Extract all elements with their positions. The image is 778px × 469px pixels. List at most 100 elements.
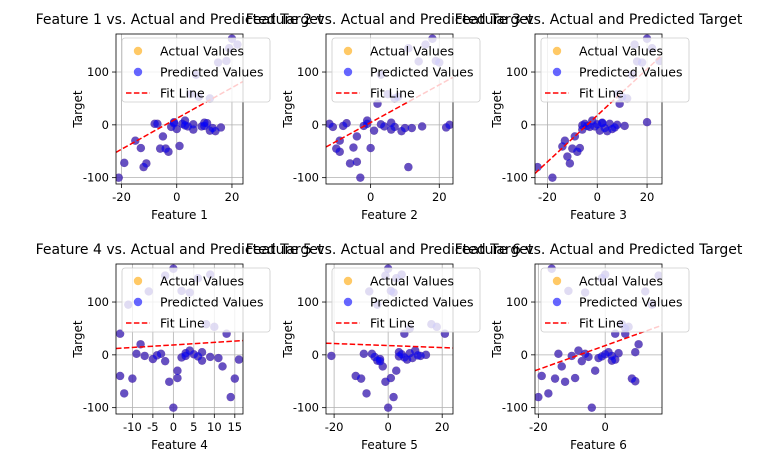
- predicted-point: [160, 356, 170, 366]
- predicted-point: [362, 389, 371, 398]
- predicted-point: [181, 351, 190, 361]
- legend-label-fit: Fit Line: [370, 316, 415, 331]
- predicted-point: [598, 118, 607, 127]
- y-tick-label: 0: [102, 118, 109, 132]
- predicted-point: [169, 118, 179, 127]
- y-axis-label: Target: [71, 320, 85, 358]
- predicted-point: [565, 159, 575, 168]
- legend-marker-actual: [133, 46, 143, 56]
- legend: Actual Values Predicted Values Fit Line: [540, 267, 690, 333]
- predicted-point: [120, 158, 129, 168]
- predicted-point: [197, 356, 207, 365]
- x-axis-label: Feature 5: [361, 438, 418, 452]
- predicted-point: [234, 355, 243, 364]
- predicted-point: [417, 122, 427, 131]
- predicted-point: [575, 143, 585, 153]
- x-tick-label: -20: [325, 420, 344, 434]
- y-axis-label: Target: [71, 90, 85, 128]
- predicted-point: [119, 389, 129, 398]
- legend-box: [121, 37, 271, 103]
- fit-line: [535, 324, 662, 372]
- predicted-point: [387, 125, 396, 134]
- x-tick-label: -20: [112, 190, 131, 204]
- legend-label-actual: Actual Values: [579, 274, 663, 289]
- x-axis-label: Feature 3: [570, 208, 627, 222]
- predicted-point: [158, 132, 168, 141]
- y-tick-label: 100: [297, 65, 319, 79]
- legend-box: [331, 267, 481, 333]
- legend-label-actual: Actual Values: [579, 44, 663, 59]
- predicted-point: [620, 121, 629, 131]
- legend-box: [331, 37, 481, 103]
- predicted-point: [156, 349, 166, 358]
- predicted-point: [557, 362, 566, 371]
- predicted-point: [554, 349, 563, 358]
- x-tick-label: -20: [529, 420, 548, 434]
- axes-frame: [534, 263, 663, 415]
- predicted-point: [421, 350, 431, 360]
- predicted-point: [634, 340, 643, 349]
- predicted-point: [214, 353, 223, 363]
- legend-label-actual: Actual Values: [160, 44, 244, 59]
- predicted-point: [356, 374, 366, 383]
- predicted-point: [359, 349, 369, 358]
- predicted-point: [380, 122, 389, 131]
- y-axis-label: Target: [490, 90, 504, 128]
- predicted-point: [577, 356, 586, 366]
- x-tick-label: -10: [123, 420, 142, 434]
- axes-frame: [534, 33, 663, 185]
- subplot-title: Feature 1 vs. Actual and Predicted Targe…: [36, 12, 324, 28]
- predicted-point: [342, 119, 351, 128]
- x-axis-label: Feature 2: [361, 208, 418, 222]
- y-axis-label: Target: [281, 90, 295, 128]
- y-tick-label: 100: [506, 65, 528, 79]
- predicted-point: [140, 351, 149, 361]
- x-tick-label: 0: [594, 190, 601, 204]
- subplot-2: 0 20 -100 0 100 Feature 2 Target Actual Values P…: [246, 12, 534, 222]
- x-tick-label: 0: [367, 190, 374, 204]
- legend-box: [540, 37, 690, 103]
- legend-marker-actual: [552, 276, 562, 286]
- predicted-point: [544, 389, 553, 398]
- predicted-point: [230, 374, 240, 383]
- subplot-5: -20 0 20 -100 0 100 Feature 5 Target Actual Valu…: [246, 242, 534, 452]
- fit-line: [116, 339, 243, 350]
- legend-label-fit: Fit Line: [579, 86, 624, 101]
- predicted-point: [116, 371, 125, 381]
- legend-marker-actual: [133, 276, 143, 286]
- y-tick-label: -100: [502, 401, 528, 415]
- predicted-point: [200, 118, 209, 127]
- legend: Actual Values Predicted Values Fit Line: [331, 37, 481, 103]
- legend-marker-predicted: [343, 297, 353, 307]
- legend-label-actual: Actual Values: [370, 274, 454, 289]
- y-axis-label: Target: [281, 320, 295, 358]
- predicted-point: [587, 403, 597, 412]
- legend-box: [121, 267, 271, 333]
- legend: Actual Values Predicted Values Fit Line: [331, 267, 481, 333]
- x-tick-label: -20: [538, 190, 557, 204]
- predicted-point: [173, 373, 182, 383]
- predicted-point: [535, 392, 543, 402]
- predicted-point: [404, 162, 413, 172]
- subplot-3: -20 0 20 -100 0 100 Feature 3 Target Actual Valu…: [455, 12, 743, 222]
- predicted-point: [400, 123, 410, 133]
- predicted-point: [128, 374, 137, 383]
- legend-label-predicted: Predicted Values: [370, 295, 474, 310]
- x-tick-label: 0: [173, 190, 180, 204]
- y-tick-label: 0: [521, 118, 528, 132]
- y-tick-label: -100: [83, 401, 109, 415]
- subplot-title: Feature 6 vs. Actual and Predicted Targe…: [455, 242, 743, 258]
- legend-marker-predicted: [552, 67, 562, 77]
- predicted-point: [631, 377, 640, 386]
- predicted-point: [563, 152, 572, 161]
- predicted-point: [607, 351, 617, 361]
- predicted-point: [407, 123, 417, 133]
- legend-label-fit: Fit Line: [160, 316, 205, 331]
- predicted-point: [375, 356, 385, 366]
- subplot-6: -20 0 -100 0 100 Feature 6 Target Actual Values…: [455, 242, 743, 452]
- x-tick-label: 20: [640, 190, 655, 204]
- predicted-point: [216, 123, 226, 132]
- predicted-point: [164, 147, 173, 156]
- predicted-point: [136, 143, 146, 153]
